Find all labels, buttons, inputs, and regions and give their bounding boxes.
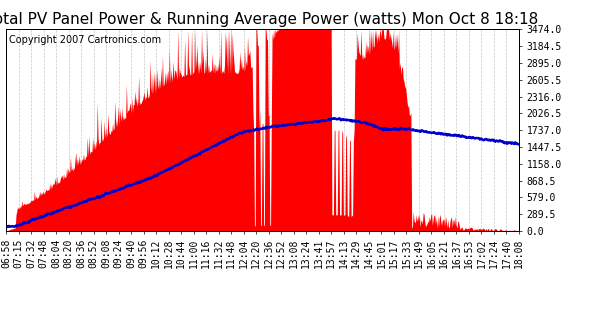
Title: Total PV Panel Power & Running Average Power (watts) Mon Oct 8 18:18: Total PV Panel Power & Running Average P… <box>0 12 538 27</box>
Text: Copyright 2007 Cartronics.com: Copyright 2007 Cartronics.com <box>8 36 161 46</box>
